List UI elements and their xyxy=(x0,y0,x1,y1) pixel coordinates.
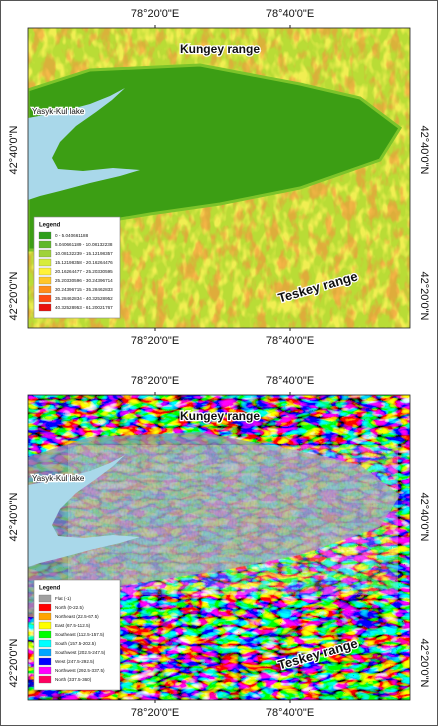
basin-texture xyxy=(68,445,398,595)
legend-swatch xyxy=(38,630,52,639)
latitude-label: 42°40'0"N xyxy=(418,493,430,542)
latitude-label: 42°20'0"N xyxy=(8,271,20,320)
latitude-label: 42°20'0"N xyxy=(418,272,430,321)
longitude-label: 78°40'0"E xyxy=(266,375,314,387)
latitude-label: 42°40'0"N xyxy=(8,125,20,174)
legend-swatch xyxy=(38,603,52,612)
legend-label: North (337.5-360) xyxy=(55,677,92,682)
legend-label: Southeast (112.5-157.5) xyxy=(55,632,105,637)
legend-swatch xyxy=(38,249,52,258)
legend-label: South (157.5-202.5) xyxy=(55,641,96,646)
legend-label: 35.28462834 - 40.32528952 xyxy=(55,296,113,301)
legend-label: 20.16264477 - 25.20330595 xyxy=(55,269,113,274)
lake xyxy=(28,455,140,567)
legend-swatch xyxy=(38,666,52,675)
longitude-label: 78°40'0"E xyxy=(266,707,314,719)
legend-label: Northwest (292.5-337.5) xyxy=(55,668,105,673)
legend-label: 0 - 5.040661188 xyxy=(55,233,89,238)
latitude-label: 42°20'0"N xyxy=(418,639,430,688)
map-panel: 78°20'0"E 78°20'0"E 78°40'0"E 78°40'0"E 42°4… xyxy=(8,375,430,719)
legend-swatch xyxy=(38,612,52,621)
legend-swatch xyxy=(38,657,52,666)
longitude-label: 78°20'0"E xyxy=(131,335,179,347)
legend-swatch xyxy=(38,267,52,276)
longitude-label: 78°20'0"E xyxy=(131,707,179,719)
lake-label: Yasyk-Kul lake xyxy=(32,474,85,483)
legend-label: Northeast (22.5-67.5) xyxy=(55,614,99,619)
legend-swatch xyxy=(38,639,52,648)
lake-label: Yasyk-Kul lake xyxy=(32,107,85,116)
legend-label: 5.040661189 - 10.08132238 xyxy=(55,242,113,247)
legend-swatch xyxy=(38,285,52,294)
legend-title: Legend xyxy=(39,223,61,229)
legend: Legend Flat (-1) North (0-22.5) Northeast (… xyxy=(33,579,121,691)
legend-label: 40.32528953 - 61.20021767 xyxy=(55,305,113,310)
legend-label: 25.20330596 - 30.24396714 xyxy=(55,278,113,283)
legend-label: West (247.5-292.5) xyxy=(55,659,95,664)
latitude-label: 42°40'0"N xyxy=(418,126,430,175)
legend-label: 30.24396715 - 35.28462833 xyxy=(55,287,113,292)
legend-label: East (67.5-112.5) xyxy=(55,623,91,628)
legend-swatch xyxy=(38,294,52,303)
map-panel: 78°20'0"E 78°20'0"E 78°40'0"E 78°40'0"E 42°4… xyxy=(8,8,430,347)
legend-swatch xyxy=(38,594,52,603)
legend-swatch xyxy=(38,621,52,630)
legend-label: North (0-22.5) xyxy=(55,605,84,610)
legend-swatch xyxy=(38,258,52,267)
range-label: Kungey range xyxy=(180,409,260,423)
longitude-label: 78°40'0"E xyxy=(266,8,314,20)
legend-label: Southwest (202.5-247.5) xyxy=(55,650,106,655)
map-border xyxy=(27,27,411,329)
legend-swatch xyxy=(38,231,52,240)
longitude-label: 78°20'0"E xyxy=(131,8,179,20)
legend-label: 10.08132239 - 15.12198357 xyxy=(55,251,113,256)
legend-swatch xyxy=(38,675,52,684)
legend-title: Legend xyxy=(39,586,61,592)
lake xyxy=(28,88,140,200)
legend-swatch xyxy=(38,648,52,657)
legend-swatch xyxy=(38,240,52,249)
range-label: Kungey range xyxy=(180,42,260,56)
longitude-label: 78°40'0"E xyxy=(266,335,314,347)
legend-swatch xyxy=(38,303,52,312)
legend-swatch xyxy=(38,276,52,285)
legend: Legend 0 - 5.040661188 5.040661189 - 10.08… xyxy=(33,216,121,319)
latitude-label: 42°20'0"N xyxy=(8,638,20,687)
latitude-label: 42°40'0"N xyxy=(8,492,20,541)
legend-label: Flat (-1) xyxy=(55,596,72,601)
longitude-label: 78°20'0"E xyxy=(131,375,179,387)
map-border xyxy=(27,394,411,701)
legend-label: 15.12198358 - 20.16264476 xyxy=(55,260,113,265)
